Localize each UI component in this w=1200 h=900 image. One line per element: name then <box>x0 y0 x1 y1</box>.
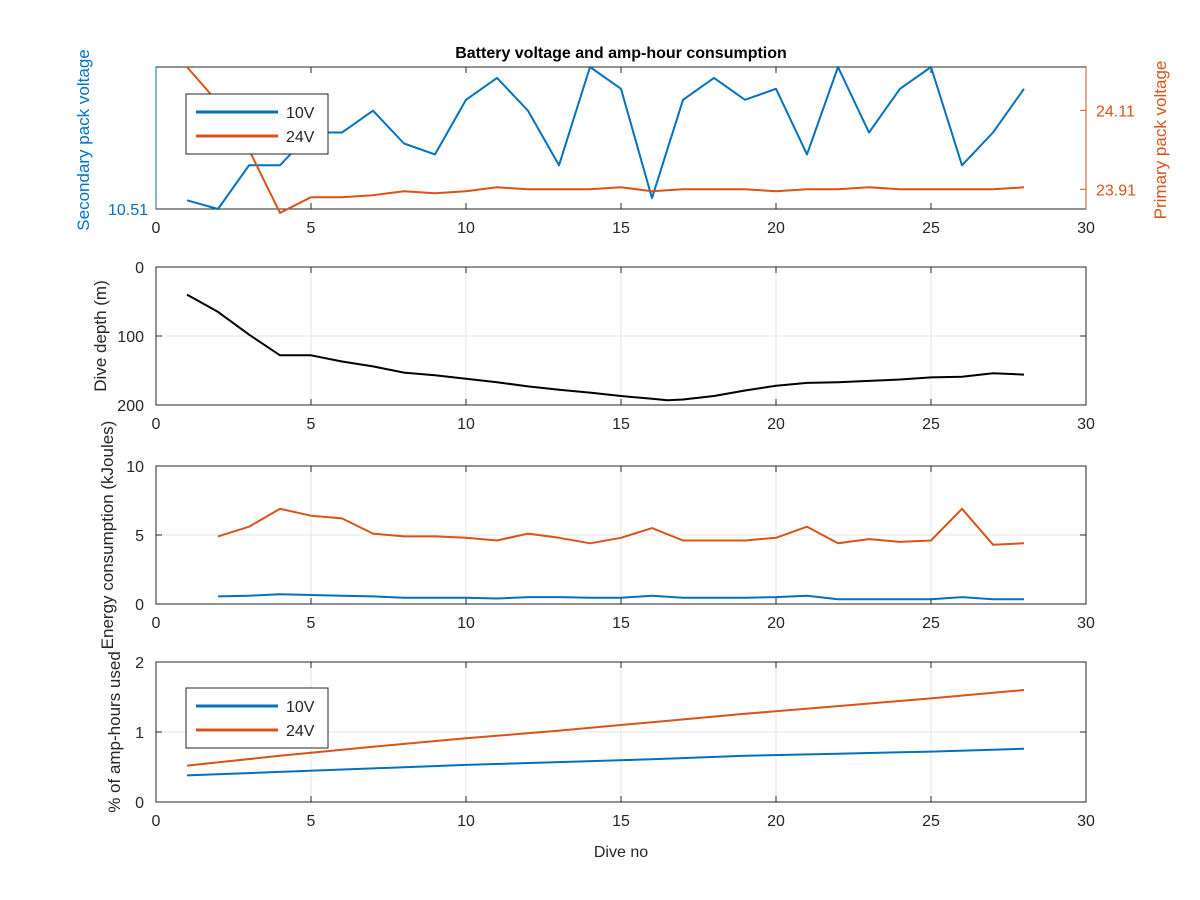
panel-3: 0 5 10 15 20 25 30 0 5 10 Energy consumption (kJou… <box>98 421 1095 650</box>
panel-2: 0 5 10 15 20 25 30 0 100 200 Dive depth (m) <box>91 260 1095 433</box>
x-tick-label: 25 <box>922 615 940 632</box>
y-tick-label: 1 <box>135 725 144 742</box>
y-tick-label: 5 <box>135 528 144 545</box>
series-line-10v <box>186 747 1025 777</box>
series-line-24v <box>186 689 1025 767</box>
x-tick-label: 0 <box>152 615 161 632</box>
x-tick-label: 20 <box>767 615 785 632</box>
y-axis-label: Energy consumption (kJoules) <box>98 421 117 650</box>
x-tick-label: 30 <box>1077 416 1095 433</box>
legend-label-24v: 24V <box>286 723 315 740</box>
x-tick-label: 5 <box>307 416 316 433</box>
y-tick-label: 0 <box>135 597 144 614</box>
y-tick-label-right: 24.11 <box>1096 103 1135 120</box>
x-tick-label: 15 <box>612 615 630 632</box>
series-line-24v <box>186 66 1025 214</box>
y-tick-label-right: 23.91 <box>1096 182 1136 199</box>
y-tick-label: 2 <box>135 655 144 672</box>
panel-1: 0 5 10 15 20 25 30 10.51 24.11 23.91 Secondary pac… <box>74 45 1170 237</box>
x-tick-label: 10 <box>457 220 475 237</box>
x-tick-label: 0 <box>152 416 161 433</box>
y-axis-label: % of amp-hours used <box>105 651 124 813</box>
panel-4: 0 5 10 15 20 25 30 0 1 2 % of amp-hours used Dive n… <box>105 651 1095 861</box>
legend-box <box>185 687 329 749</box>
x-tick-label: 5 <box>307 615 316 632</box>
x-tick-label: 30 <box>1077 813 1095 830</box>
legend-label-24v: 24V <box>286 129 315 146</box>
x-axis-label: Dive no <box>594 844 648 861</box>
x-tick-label: 5 <box>307 813 316 830</box>
x-tick-label: 20 <box>767 220 785 237</box>
x-tick-label: 25 <box>922 220 940 237</box>
y-axis-label-right: Primary pack voltage <box>1151 61 1170 220</box>
x-tick-label: 20 <box>767 416 785 433</box>
series-line-series-2 <box>217 593 1024 601</box>
x-tick-label: 0 <box>152 813 161 830</box>
x-tick-label: 15 <box>612 220 630 237</box>
y-tick-label: 100 <box>117 329 144 346</box>
x-tick-label: 10 <box>457 615 475 632</box>
x-tick-label: 5 <box>307 220 316 237</box>
series-line-series-1 <box>186 293 1025 402</box>
x-tick-label: 30 <box>1077 615 1095 632</box>
y-axis-label: Dive depth (m) <box>91 280 110 391</box>
x-tick-label: 0 <box>152 220 161 237</box>
x-tick-label: 15 <box>612 813 630 830</box>
series-line-series-1 <box>217 507 1025 546</box>
x-tick-label: 20 <box>767 813 785 830</box>
x-tick-label: 25 <box>922 416 940 433</box>
x-tick-label: 30 <box>1077 220 1095 237</box>
legend-label-10v: 10V <box>286 105 315 122</box>
y-tick-label: 0 <box>135 795 144 812</box>
x-tick-label: 10 <box>457 416 475 433</box>
legend-box <box>185 93 329 155</box>
chart-title: Battery voltage and amp-hour consumption <box>455 45 787 62</box>
y-tick-label: 0 <box>135 260 144 277</box>
y-tick-label-left: 10.51 <box>108 202 148 219</box>
y-tick-label: 200 <box>117 398 144 415</box>
x-tick-label: 25 <box>922 813 940 830</box>
y-tick-label: 10 <box>126 459 144 476</box>
y-axis-label-left: Secondary pack voltage <box>74 49 93 230</box>
legend-label-10v: 10V <box>286 699 315 716</box>
x-tick-label: 10 <box>457 813 475 830</box>
x-tick-label: 15 <box>612 416 630 433</box>
